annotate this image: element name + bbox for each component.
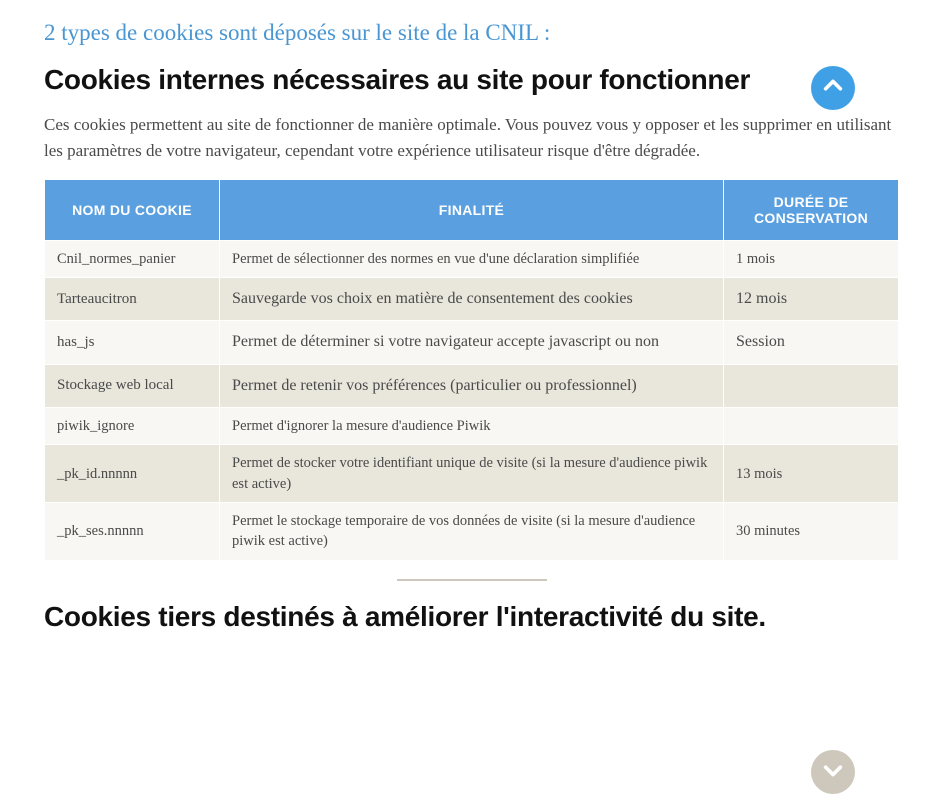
subsection-internal-title: Cookies internes nécessaires au site pou… [44, 64, 899, 96]
table-row: Cnil_normes_panierPermet de sélectionner… [45, 240, 899, 277]
subsection-thirdparty-title: Cookies tiers destinés à améliorer l'int… [44, 601, 899, 633]
section-divider [397, 579, 547, 581]
table-row: piwik_ignorePermet d'ignorer la mesure d… [45, 408, 899, 445]
cookies-table: NOM DU COOKIE FINALITÉ DURÉE DE CONSERVA… [44, 179, 899, 561]
scroll-top-button[interactable] [811, 66, 855, 110]
col-header-duration: DURÉE DE CONSERVATION [724, 179, 899, 240]
cookie-name-cell: Stockage web local [45, 364, 220, 407]
cookie-duration-cell: 1 mois [724, 240, 899, 277]
cookie-purpose-cell: Permet de sélectionner des normes en vue… [220, 240, 724, 277]
chevron-up-icon [822, 75, 844, 102]
cookie-duration-cell: 30 minutes [724, 503, 899, 561]
table-row: has_jsPermet de déterminer si votre navi… [45, 321, 899, 364]
scroll-down-button[interactable] [811, 750, 855, 794]
cookie-purpose-cell: Permet de déterminer si votre navigateur… [220, 321, 724, 364]
section-title: 2 types de cookies sont déposés sur le s… [44, 20, 899, 46]
table-row: _pk_id.nnnnnPermet de stocker votre iden… [45, 445, 899, 503]
table-row: TarteaucitronSauvegarde vos choix en mat… [45, 277, 899, 320]
table-row: _pk_ses.nnnnnPermet le stockage temporai… [45, 503, 899, 561]
cookie-purpose-cell: Permet le stockage temporaire de vos don… [220, 503, 724, 561]
cookie-name-cell: piwik_ignore [45, 408, 220, 445]
cookie-name-cell: _pk_ses.nnnnn [45, 503, 220, 561]
col-header-purpose: FINALITÉ [220, 179, 724, 240]
cookie-purpose-cell: Permet de retenir vos préférences (parti… [220, 364, 724, 407]
cookie-name-cell: has_js [45, 321, 220, 364]
cookie-name-cell: _pk_id.nnnnn [45, 445, 220, 503]
cookie-purpose-cell: Permet de stocker votre identifiant uniq… [220, 445, 724, 503]
chevron-down-icon [822, 759, 844, 786]
cookie-purpose-cell: Sauvegarde vos choix en matière de conse… [220, 277, 724, 320]
cookie-duration-cell: Session [724, 321, 899, 364]
cookie-duration-cell: 12 mois [724, 277, 899, 320]
cookie-name-cell: Tarteaucitron [45, 277, 220, 320]
col-header-name: NOM DU COOKIE [45, 179, 220, 240]
table-row: Stockage web localPermet de retenir vos … [45, 364, 899, 407]
cookie-purpose-cell: Permet d'ignorer la mesure d'audience Pi… [220, 408, 724, 445]
cookie-duration-cell: 13 mois [724, 445, 899, 503]
cookie-name-cell: Cnil_normes_panier [45, 240, 220, 277]
cookie-duration-cell [724, 408, 899, 445]
cookie-duration-cell [724, 364, 899, 407]
intro-paragraph: Ces cookies permettent au site de foncti… [44, 112, 899, 165]
